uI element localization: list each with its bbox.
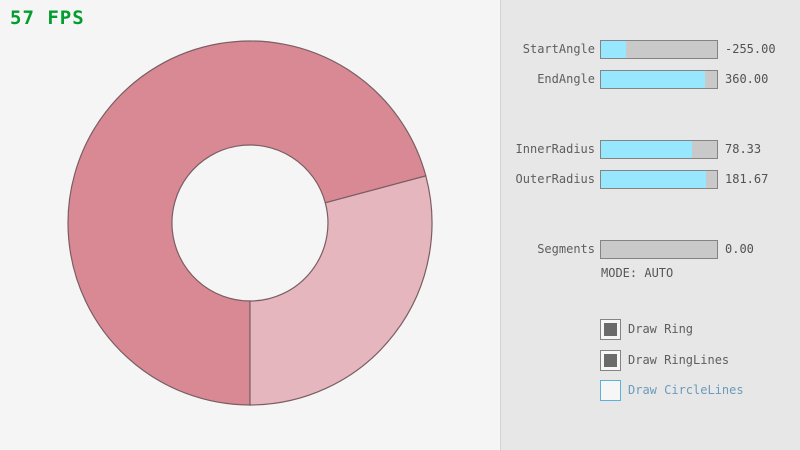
outerradius-slider-fill [601, 171, 707, 188]
draw-ringlines-checkbox-label[interactable]: Draw RingLines [628, 353, 730, 367]
startangle-value: -255.00 [725, 42, 776, 56]
draw-circlelines-checkbox[interactable] [600, 380, 621, 401]
endangle-label: EndAngle [537, 72, 595, 86]
outerradius-slider[interactable] [600, 170, 718, 189]
innerradius-slider-fill [601, 141, 692, 158]
draw-ringlines-checkbox-mark [604, 354, 617, 367]
draw-ring-checkbox-mark [604, 323, 617, 336]
draw-circlelines-checkbox-label[interactable]: Draw CircleLines [628, 383, 744, 397]
segments-label: Segments [537, 242, 595, 256]
startangle-slider[interactable] [600, 40, 718, 59]
endangle-value: 360.00 [725, 72, 769, 86]
innerradius-value: 78.33 [725, 142, 762, 156]
outerradius-value: 181.67 [725, 172, 769, 186]
endangle-slider-fill [601, 71, 706, 88]
fps-counter: 57 FPS [10, 7, 85, 29]
draw-ring-checkbox-label[interactable]: Draw Ring [628, 322, 694, 336]
startangle-label: StartAngle [522, 42, 595, 56]
innerradius-label: InnerRadius [515, 142, 595, 156]
control-panel: StartAngle -255.00 EndAngle 360.00 Inner… [500, 0, 800, 450]
endangle-slider[interactable] [600, 70, 718, 89]
outerradius-label: OuterRadius [515, 172, 595, 186]
startangle-slider-fill [601, 41, 627, 58]
ring-drawing-canvas [67, 40, 433, 406]
ring-overlap-segment [67, 40, 427, 406]
innerradius-slider[interactable] [600, 140, 718, 159]
segments-slider[interactable] [600, 240, 718, 259]
draw-ringlines-checkbox[interactable] [600, 350, 621, 371]
segments-mode-text: MODE: AUTO [601, 266, 674, 280]
segments-value: 0.00 [725, 242, 754, 256]
draw-ring-checkbox[interactable] [600, 319, 621, 340]
draw-circlelines-checkbox-mark [604, 384, 617, 397]
ring-single-segment [249, 175, 433, 406]
